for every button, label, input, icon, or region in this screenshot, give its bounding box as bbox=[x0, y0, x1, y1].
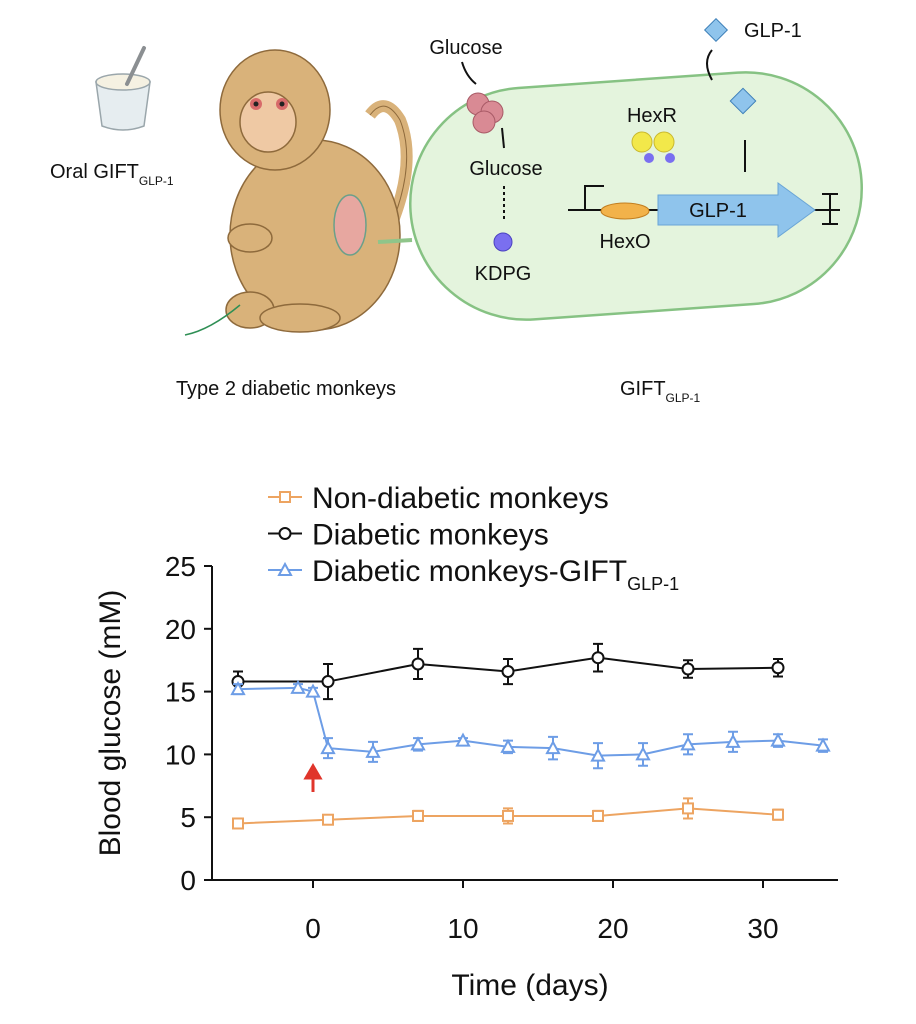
y-tick-label: 25 bbox=[165, 551, 196, 582]
marker bbox=[320, 740, 336, 755]
glucose-inside: Glucose bbox=[469, 158, 542, 180]
marker bbox=[305, 683, 321, 698]
marker bbox=[772, 808, 784, 821]
monkey-illustration bbox=[184, 49, 413, 336]
marker bbox=[365, 743, 381, 758]
arrow bbox=[461, 61, 477, 85]
legend-name: Diabetic monkeys-GIFT bbox=[312, 555, 627, 588]
x-axis-label: Time (days) bbox=[451, 969, 608, 1002]
connector bbox=[377, 238, 413, 244]
x-tick-label: 0 bbox=[305, 913, 321, 944]
legend-name: Diabetic monkeys bbox=[312, 519, 549, 552]
legend-marker bbox=[279, 491, 291, 503]
legend-name: Non-diabetic monkeys bbox=[312, 482, 609, 515]
marker bbox=[500, 738, 516, 753]
marker bbox=[412, 809, 424, 822]
x-tick-label: 10 bbox=[447, 913, 478, 944]
hexr-label: HexR bbox=[627, 105, 677, 127]
kdpg-label: KDPG bbox=[475, 263, 532, 285]
marker bbox=[410, 736, 426, 751]
y-tick-label: 15 bbox=[165, 677, 196, 708]
marker bbox=[590, 747, 606, 762]
y-tick-label: 5 bbox=[180, 802, 196, 833]
cell-caption-sub: GLP-1 bbox=[666, 391, 701, 405]
cell bbox=[409, 71, 863, 321]
marker bbox=[591, 651, 605, 665]
legend-marker bbox=[277, 561, 293, 576]
arrow bbox=[501, 127, 505, 149]
x-tick-label: 20 bbox=[597, 913, 628, 944]
marker bbox=[770, 732, 786, 747]
transporter-icon bbox=[466, 92, 504, 134]
glucose-outside: Glucose bbox=[429, 37, 502, 59]
marker bbox=[290, 679, 306, 694]
marker bbox=[321, 675, 335, 689]
arrow bbox=[706, 49, 713, 81]
annotation-arrow bbox=[303, 763, 323, 792]
secreted-label: GLP-1 bbox=[744, 20, 802, 42]
y-tick-label: 0 bbox=[180, 865, 196, 896]
marker bbox=[455, 732, 471, 747]
legend-name-sub: GLP-1 bbox=[627, 574, 679, 594]
monkey-caption: Type 2 diabetic monkeys bbox=[176, 378, 396, 400]
marker bbox=[232, 817, 244, 830]
x-tick-label: 30 bbox=[747, 913, 778, 944]
glp1-icon bbox=[729, 87, 757, 115]
marker bbox=[771, 661, 785, 675]
hexr-icon bbox=[631, 131, 675, 163]
legend-entry: Diabetic monkeys bbox=[312, 519, 549, 552]
hexo-label: HexO bbox=[599, 231, 650, 253]
yogurt-icon bbox=[95, 46, 151, 131]
y-tick-label: 20 bbox=[165, 614, 196, 645]
marker bbox=[501, 665, 515, 679]
marker bbox=[502, 809, 514, 822]
marker bbox=[230, 680, 246, 696]
marker bbox=[680, 736, 696, 751]
marker bbox=[545, 740, 561, 755]
marker bbox=[682, 802, 694, 815]
y-tick-label: 10 bbox=[165, 739, 196, 770]
legend-entry: Non-diabetic monkeys bbox=[312, 482, 609, 515]
y-axis-label: Blood glucose (mM) bbox=[94, 590, 127, 857]
legend-entry: Diabetic monkeys-GIFTGLP-1 bbox=[312, 555, 679, 594]
gene-label: GLP-1 bbox=[689, 200, 747, 222]
marker bbox=[592, 809, 604, 822]
marker bbox=[635, 746, 651, 761]
oral-label-sub: GLP-1 bbox=[139, 174, 174, 188]
glp1-icon bbox=[703, 17, 729, 43]
marker bbox=[815, 737, 831, 752]
cell-caption: GIFTGLP-1 bbox=[620, 378, 701, 405]
marker bbox=[681, 662, 695, 676]
kdpg-icon bbox=[493, 232, 513, 252]
marker bbox=[411, 657, 425, 671]
marker bbox=[322, 813, 334, 826]
oral-label-main: Oral GIFT bbox=[50, 161, 139, 183]
oral-label: Oral GIFTGLP-1 bbox=[50, 161, 174, 188]
cell-caption-main: GIFT bbox=[620, 378, 666, 400]
marker bbox=[725, 733, 741, 748]
legend-marker bbox=[278, 527, 292, 540]
gene-construct bbox=[568, 182, 840, 238]
